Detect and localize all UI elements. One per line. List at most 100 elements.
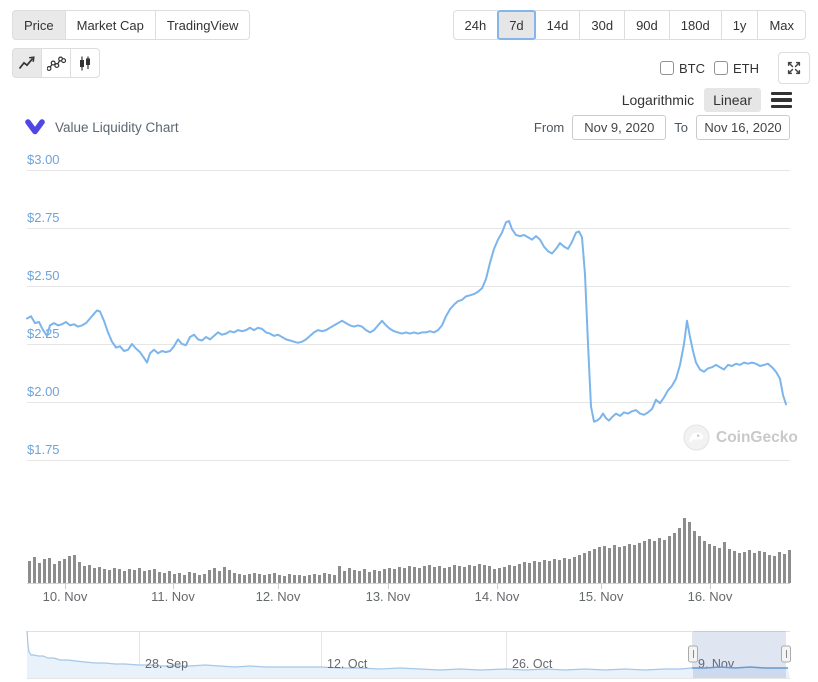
volume-bar: [438, 566, 441, 583]
volume-bar: [218, 571, 221, 583]
volume-bar: [63, 559, 66, 583]
from-label: From: [533, 120, 565, 135]
navigator-selected-line: [692, 666, 788, 669]
volume-bar: [273, 573, 276, 583]
btc-checkbox[interactable]: [660, 61, 674, 75]
volume-bar: [773, 556, 776, 583]
btc-toggle[interactable]: BTC: [660, 61, 705, 76]
volume-bar: [143, 571, 146, 583]
range-7d[interactable]: 7d: [497, 10, 536, 40]
volume-bar: [283, 576, 286, 583]
volume-bar: [418, 568, 421, 583]
volume-bar: [713, 546, 716, 583]
volume-bar: [408, 566, 411, 583]
menu-icon[interactable]: [771, 90, 792, 111]
volume-bar: [108, 570, 111, 583]
volume-bar: [53, 564, 56, 583]
volume-bar: [638, 543, 641, 583]
eth-checkbox[interactable]: [714, 61, 728, 75]
volume-bar: [118, 569, 121, 583]
volume-bar: [48, 558, 51, 583]
volume-bar: [598, 547, 601, 583]
candlestick-chart-button[interactable]: [70, 48, 100, 78]
volume-bar: [78, 562, 81, 583]
price-line-chart[interactable]: $3.00 $2.75 $2.50 $2.25 $2.00 $1.75: [0, 150, 818, 482]
x-axis-label: 11. Nov: [151, 589, 195, 604]
range-14d[interactable]: 14d: [534, 10, 581, 40]
navigator-area: [27, 631, 790, 678]
volume-bar: [478, 564, 481, 583]
volume-bar: [703, 541, 706, 583]
volume-bar: [293, 575, 296, 583]
volume-bar: [453, 565, 456, 583]
range-1y[interactable]: 1y: [720, 10, 759, 40]
volume-bar: [488, 566, 491, 583]
volume-bar: [428, 565, 431, 583]
volume-bar: [153, 569, 156, 583]
y-axis-label: $2.50: [27, 268, 60, 283]
volume-bar: [173, 574, 176, 583]
volume-bar: [123, 571, 126, 583]
series-legend[interactable]: Value Liquidity Chart: [24, 118, 179, 136]
range-90d[interactable]: 90d: [624, 10, 670, 40]
volume-bar: [113, 568, 116, 583]
logarithmic-option[interactable]: Logarithmic: [621, 92, 695, 108]
volume-bar: [338, 566, 341, 583]
fullscreen-button[interactable]: [778, 52, 810, 84]
volume-bar: [608, 548, 611, 583]
volume-bar: [628, 544, 631, 583]
x-axis-label: 13. Nov: [366, 589, 411, 604]
to-label: To: [674, 120, 688, 135]
volume-bar: [148, 570, 151, 583]
range-24h[interactable]: 24h: [452, 10, 499, 40]
volume-bar: [228, 570, 231, 583]
volume-bar-chart[interactable]: 10. Nov 11. Nov 12. Nov 13. Nov 14. Nov 15. N…: [0, 505, 818, 610]
line-chart-button[interactable]: [12, 48, 42, 78]
volume-bar: [623, 546, 626, 583]
volume-bar: [253, 573, 256, 583]
volume-bar: [193, 573, 196, 583]
volume-bar: [83, 566, 86, 583]
date-range-filter: From To: [534, 115, 790, 140]
range-30d[interactable]: 30d: [579, 10, 626, 40]
volume-bar: [578, 555, 581, 583]
scatter-line-chart-button[interactable]: [41, 48, 71, 78]
btc-label: BTC: [679, 60, 705, 76]
volume-bar: [698, 536, 701, 583]
value-liquidity-logo-icon: [25, 119, 45, 135]
volume-bar: [643, 541, 646, 583]
volume-bar: [103, 569, 106, 583]
range-180d[interactable]: 180d: [668, 10, 722, 40]
volume-bar: [683, 518, 686, 583]
volume-bar: [723, 542, 726, 583]
volume-bar: [133, 570, 136, 583]
tab-tradingview[interactable]: TradingView: [154, 10, 251, 40]
navigator-selected-range[interactable]: [693, 631, 786, 678]
volume-bar: [298, 575, 301, 583]
range-max[interactable]: Max: [757, 10, 806, 40]
navigator-date-label: 26. Oct: [512, 657, 553, 671]
volume-bar: [183, 575, 186, 583]
volume-bar: [238, 574, 241, 583]
linear-option[interactable]: Linear: [704, 88, 761, 112]
volume-bar: [523, 562, 526, 583]
volume-bar: [98, 567, 101, 583]
volume-bar: [518, 564, 521, 583]
volume-bar: [58, 561, 61, 583]
y-axis-label: $3.00: [27, 152, 60, 167]
volume-bar: [138, 568, 141, 583]
volume-bar: [603, 546, 606, 583]
volume-bar: [673, 533, 676, 583]
tab-market-cap[interactable]: Market Cap: [64, 10, 156, 40]
chart-type-buttons: [12, 48, 100, 78]
tab-price[interactable]: Price: [12, 10, 66, 40]
eth-toggle[interactable]: ETH: [714, 61, 759, 76]
to-date-input[interactable]: [696, 115, 790, 140]
volume-bar: [313, 574, 316, 583]
volume-bar: [553, 559, 556, 583]
volume-bar: [333, 575, 336, 583]
volume-bar: [583, 553, 586, 583]
volume-bar: [378, 571, 381, 583]
from-date-input[interactable]: [572, 115, 667, 140]
